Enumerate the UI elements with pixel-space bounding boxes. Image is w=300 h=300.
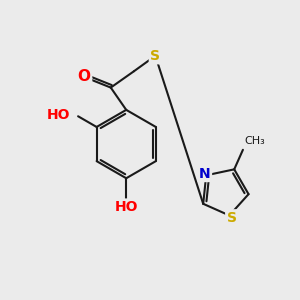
Text: N: N — [199, 167, 211, 181]
Text: CH₃: CH₃ — [244, 136, 265, 146]
Text: S: S — [150, 49, 160, 63]
Text: S: S — [227, 211, 237, 225]
Text: O: O — [77, 69, 91, 84]
Text: HO: HO — [47, 108, 71, 122]
Text: HO: HO — [115, 200, 138, 214]
